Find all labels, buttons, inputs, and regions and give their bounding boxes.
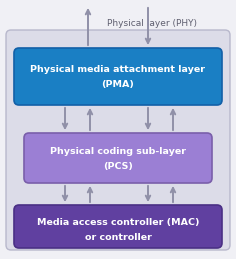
Text: Physical coding sub-layer: Physical coding sub-layer [50,147,186,155]
Text: Physical layer (PHY): Physical layer (PHY) [107,19,197,28]
Text: (PCS): (PCS) [103,162,133,170]
Text: (PMA): (PMA) [101,81,135,90]
Text: Physical media attachment layer: Physical media attachment layer [30,66,206,75]
FancyBboxPatch shape [14,48,222,105]
FancyBboxPatch shape [6,30,230,250]
FancyBboxPatch shape [14,205,222,248]
FancyBboxPatch shape [24,133,212,183]
Text: Media access controller (MAC): Media access controller (MAC) [37,218,199,227]
Text: or controller: or controller [84,233,152,241]
